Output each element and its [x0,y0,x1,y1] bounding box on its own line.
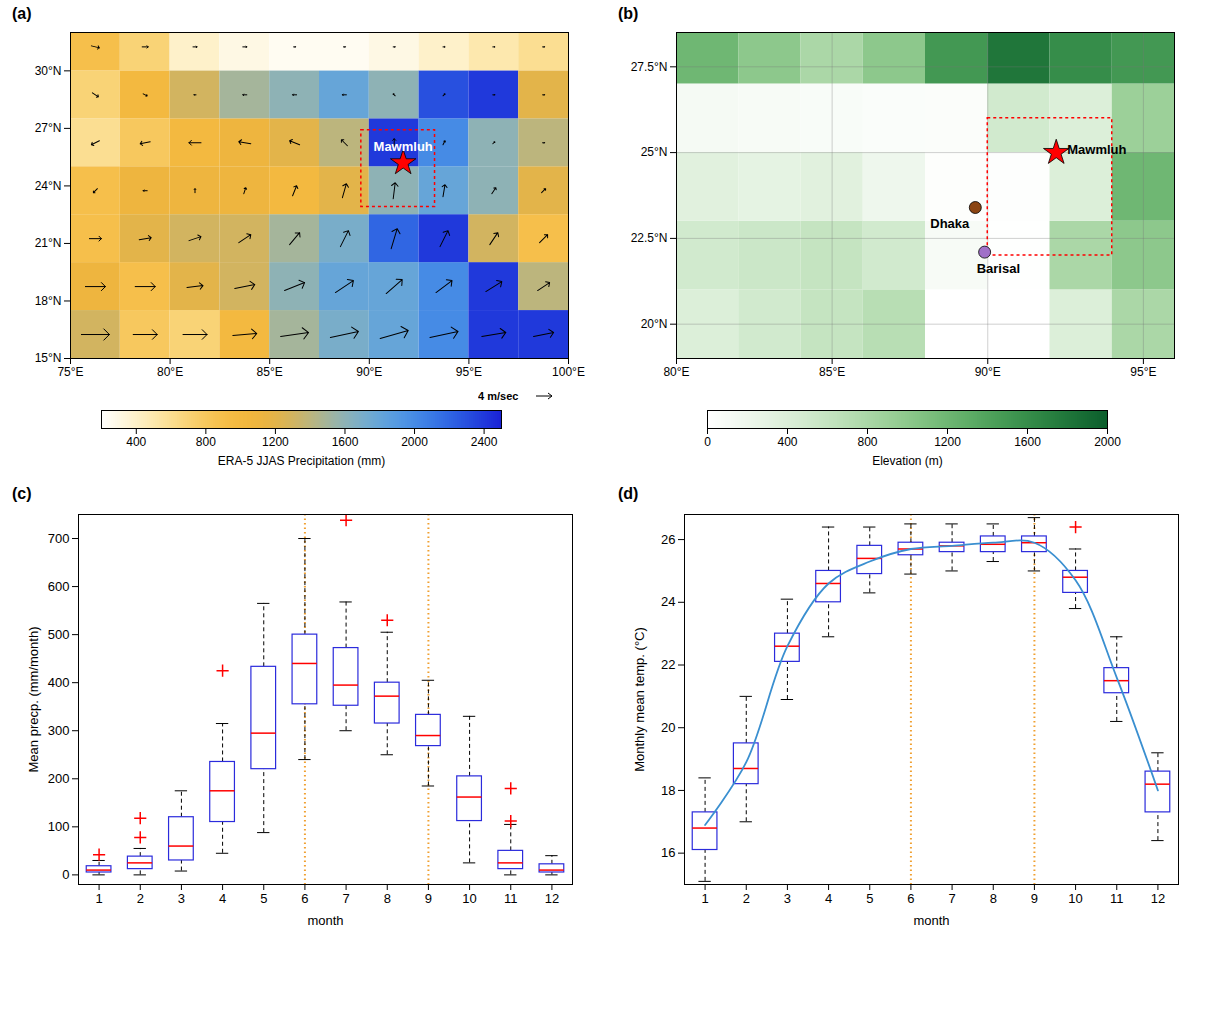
svg-text:5: 5 [866,891,873,906]
svg-text:2: 2 [137,891,144,906]
svg-text:9: 9 [1031,891,1038,906]
svg-text:Mean precp. (mm/month): Mean precp. (mm/month) [26,627,41,773]
svg-text:400: 400 [126,435,146,449]
svg-text:8: 8 [384,891,391,906]
svg-text:month: month [913,913,949,928]
svg-text:Mawmluh: Mawmluh [1067,142,1126,157]
svg-text:10: 10 [462,891,476,906]
svg-text:22.5°N: 22.5°N [631,231,668,245]
svg-text:90°E: 90°E [356,365,382,379]
svg-text:12: 12 [1151,891,1165,906]
svg-text:5: 5 [260,891,267,906]
svg-text:month: month [307,913,343,928]
svg-text:11: 11 [504,891,518,906]
svg-text:95°E: 95°E [1130,365,1156,379]
svg-text:0: 0 [62,867,69,882]
svg-text:1600: 1600 [332,435,359,449]
svg-text:95°E: 95°E [456,365,482,379]
html-text:(a): (a) [12,5,32,22]
svg-text:12: 12 [545,891,559,906]
svg-text:75°E: 75°E [57,365,83,379]
svg-text:7: 7 [948,891,955,906]
svg-text:300: 300 [48,723,70,738]
svg-text:4 m/sec: 4 m/sec [478,390,518,402]
html-text:(b): (b) [618,5,639,22]
svg-text:1600: 1600 [1014,435,1041,449]
svg-text:18°N: 18°N [35,294,62,308]
svg-text:7: 7 [342,891,349,906]
svg-text:1200: 1200 [934,435,961,449]
svg-text:700: 700 [48,531,70,546]
svg-text:15°N: 15°N [35,351,62,365]
svg-text:100: 100 [48,819,70,834]
svg-text:Dhaka: Dhaka [930,216,970,231]
svg-text:20: 20 [661,720,675,735]
svg-text:26: 26 [661,532,675,547]
svg-text:1200: 1200 [262,435,289,449]
svg-text:500: 500 [48,627,70,642]
svg-text:27.5°N: 27.5°N [631,60,668,74]
svg-text:20°N: 20°N [641,317,668,331]
svg-text:Monthly mean temp. (°C): Monthly mean temp. (°C) [632,627,647,772]
svg-text:Barisal: Barisal [977,261,1020,276]
svg-text:85°E: 85°E [819,365,845,379]
svg-text:Mawmluh: Mawmluh [374,139,433,154]
svg-text:6: 6 [301,891,308,906]
svg-text:1: 1 [95,891,102,906]
svg-text:85°E: 85°E [257,365,283,379]
svg-text:ERA-5 JJAS Precipitation (mm): ERA-5 JJAS Precipitation (mm) [218,454,385,468]
svg-text:100°E: 100°E [552,365,585,379]
svg-text:18: 18 [661,783,675,798]
html-text:(c): (c) [12,485,32,502]
svg-text:2000: 2000 [401,435,428,449]
svg-text:16: 16 [661,845,675,860]
svg-text:80°E: 80°E [663,365,689,379]
svg-text:25°N: 25°N [641,145,668,159]
svg-text:3: 3 [784,891,791,906]
svg-text:800: 800 [196,435,216,449]
svg-text:0: 0 [704,435,711,449]
svg-text:2400: 2400 [471,435,498,449]
svg-text:30°N: 30°N [35,64,62,78]
svg-text:27°N: 27°N [35,121,62,135]
svg-text:10: 10 [1068,891,1082,906]
svg-text:6: 6 [907,891,914,906]
svg-text:1: 1 [701,891,708,906]
svg-text:3: 3 [178,891,185,906]
svg-text:200: 200 [48,771,70,786]
svg-text:Elevation (m): Elevation (m) [872,454,943,468]
svg-text:400: 400 [777,435,797,449]
svg-text:11: 11 [1110,891,1124,906]
svg-text:24: 24 [661,594,675,609]
svg-text:4: 4 [219,891,226,906]
svg-text:2: 2 [743,891,750,906]
svg-text:22: 22 [661,657,675,672]
svg-text:80°E: 80°E [157,365,183,379]
svg-text:24°N: 24°N [35,179,62,193]
svg-text:21°N: 21°N [35,236,62,250]
svg-text:8: 8 [990,891,997,906]
html-text:(d): (d) [618,485,639,502]
svg-text:600: 600 [48,579,70,594]
svg-text:800: 800 [857,435,877,449]
svg-text:400: 400 [48,675,70,690]
svg-text:4: 4 [825,891,832,906]
svg-text:9: 9 [425,891,432,906]
svg-text:2000: 2000 [1094,435,1121,449]
svg-text:90°E: 90°E [975,365,1001,379]
